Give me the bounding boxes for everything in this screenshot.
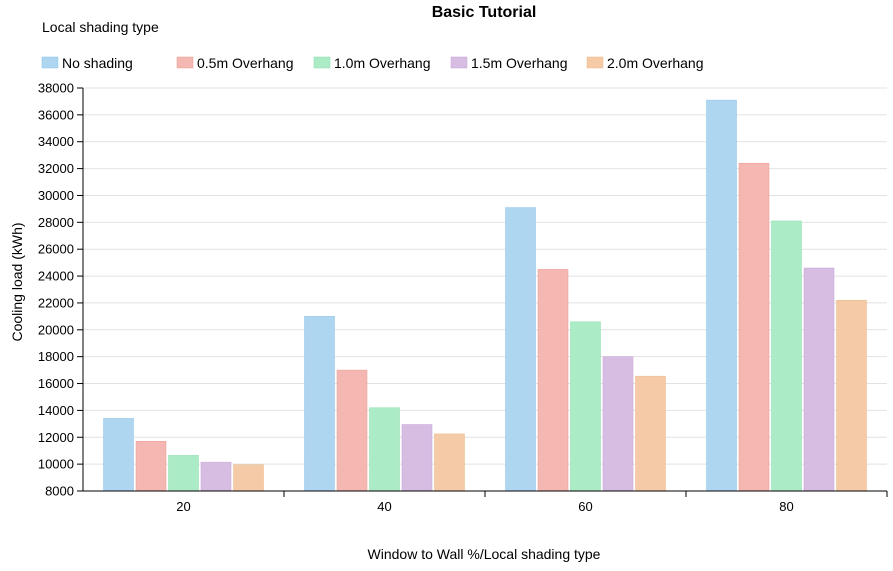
gridlines [83, 87, 887, 465]
y-tick-label: 26000 [38, 242, 74, 257]
bar[interactable] [602, 356, 634, 492]
legend-swatch[interactable] [313, 56, 331, 69]
axes: 8000 10000 12000 14000 16000 18000 20000 22000 2… [38, 81, 888, 514]
bar[interactable] [103, 418, 134, 492]
bar[interactable] [537, 269, 569, 492]
bar[interactable] [200, 461, 232, 492]
legend-item-label[interactable]: 1.5m Overhang [471, 55, 568, 71]
legend-item-label[interactable]: No shading [62, 55, 133, 71]
x-tick-label: 80 [779, 499, 793, 514]
x-tick-label: 60 [578, 499, 592, 514]
y-tick-label: 28000 [38, 215, 74, 230]
legend-item-label[interactable]: 1.0m Overhang [334, 55, 431, 71]
y-tick-label: 18000 [38, 349, 74, 364]
legend-swatch[interactable] [450, 56, 468, 69]
bar[interactable] [570, 321, 601, 492]
x-tick-label: 40 [377, 499, 391, 514]
bar[interactable] [505, 207, 536, 492]
legend-swatch[interactable] [586, 56, 604, 69]
y-tick-label: 36000 [38, 107, 74, 122]
legend-item-label[interactable]: 2.0m Overhang [607, 55, 704, 71]
y-tick-label: 12000 [38, 430, 74, 445]
legend-swatch[interactable] [176, 56, 194, 69]
y-tick-label: 16000 [38, 376, 74, 391]
x-tick-label: 20 [176, 499, 190, 514]
y-tick-label: 38000 [38, 81, 74, 96]
legend-swatch[interactable] [41, 56, 59, 69]
bar[interactable] [771, 220, 802, 492]
bar[interactable] [836, 299, 867, 492]
bar[interactable] [706, 99, 737, 492]
bar[interactable] [304, 316, 335, 492]
bar[interactable] [168, 455, 199, 492]
y-tick-label: 32000 [38, 161, 74, 176]
x-axis-label: Window to Wall %/Local shading type [368, 546, 601, 562]
y-tick-label: 24000 [38, 269, 74, 284]
bar[interactable] [336, 369, 368, 492]
bar[interactable] [401, 424, 433, 492]
y-tick-label: 8000 [45, 484, 74, 499]
y-tick-label: 14000 [38, 403, 74, 418]
y-tick-label: 20000 [38, 322, 74, 337]
legend-item-label[interactable]: 0.5m Overhang [197, 55, 294, 71]
y-tick-label: 30000 [38, 188, 74, 203]
y-tick-label: 34000 [38, 134, 74, 149]
y-tick-label: 10000 [38, 457, 74, 472]
bar[interactable] [738, 162, 770, 492]
bar[interactable] [135, 441, 167, 492]
bar[interactable] [233, 464, 264, 492]
legend: No shading 0.5m Overhang 1.0m Overhang 1.5m… [41, 55, 704, 71]
bar[interactable] [369, 407, 400, 492]
bar[interactable] [635, 375, 666, 492]
bars [103, 99, 867, 492]
bar[interactable] [434, 433, 465, 492]
legend-title: Local shading type [42, 19, 159, 35]
y-axis-label: Cooling load (kWh) [9, 222, 25, 341]
chart-title: Basic Tutorial [432, 4, 537, 21]
bar[interactable] [803, 267, 835, 492]
y-tick-label: 22000 [38, 295, 74, 310]
